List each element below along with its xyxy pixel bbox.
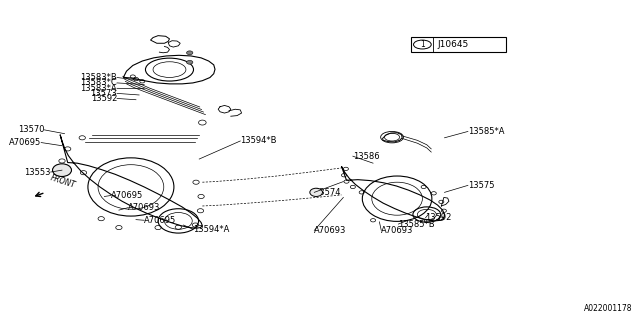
Text: 13574: 13574 (314, 188, 340, 197)
Text: A70695: A70695 (144, 216, 177, 225)
Text: A70695: A70695 (111, 191, 143, 200)
Text: 13553: 13553 (24, 168, 51, 177)
Text: J10645: J10645 (438, 40, 469, 49)
Text: 13573: 13573 (90, 89, 117, 98)
Text: 13592: 13592 (91, 94, 117, 103)
Text: A70695: A70695 (9, 138, 41, 147)
Ellipse shape (52, 164, 72, 177)
Circle shape (413, 40, 431, 49)
Text: 13583*C: 13583*C (80, 78, 117, 87)
Text: FRONT: FRONT (49, 173, 77, 190)
Text: 13583*B: 13583*B (80, 73, 117, 82)
Text: 13585*B: 13585*B (398, 220, 435, 228)
Text: A022001178: A022001178 (584, 304, 632, 313)
Text: A70693: A70693 (129, 203, 161, 212)
Text: A70693: A70693 (314, 226, 347, 235)
Bar (411, 37, 506, 52)
Text: 13592: 13592 (426, 213, 452, 222)
Ellipse shape (186, 60, 193, 64)
Ellipse shape (186, 51, 193, 55)
Text: 1: 1 (420, 40, 425, 49)
Text: 13570: 13570 (18, 125, 44, 134)
Text: 13594*A: 13594*A (193, 225, 229, 234)
Text: 13575: 13575 (468, 181, 495, 190)
Text: 13583*A: 13583*A (81, 84, 117, 93)
Ellipse shape (310, 188, 323, 196)
Text: 13585*A: 13585*A (468, 127, 504, 136)
Text: 13594*B: 13594*B (240, 136, 276, 146)
Text: A70693: A70693 (381, 226, 413, 235)
Text: 13586: 13586 (353, 152, 380, 161)
